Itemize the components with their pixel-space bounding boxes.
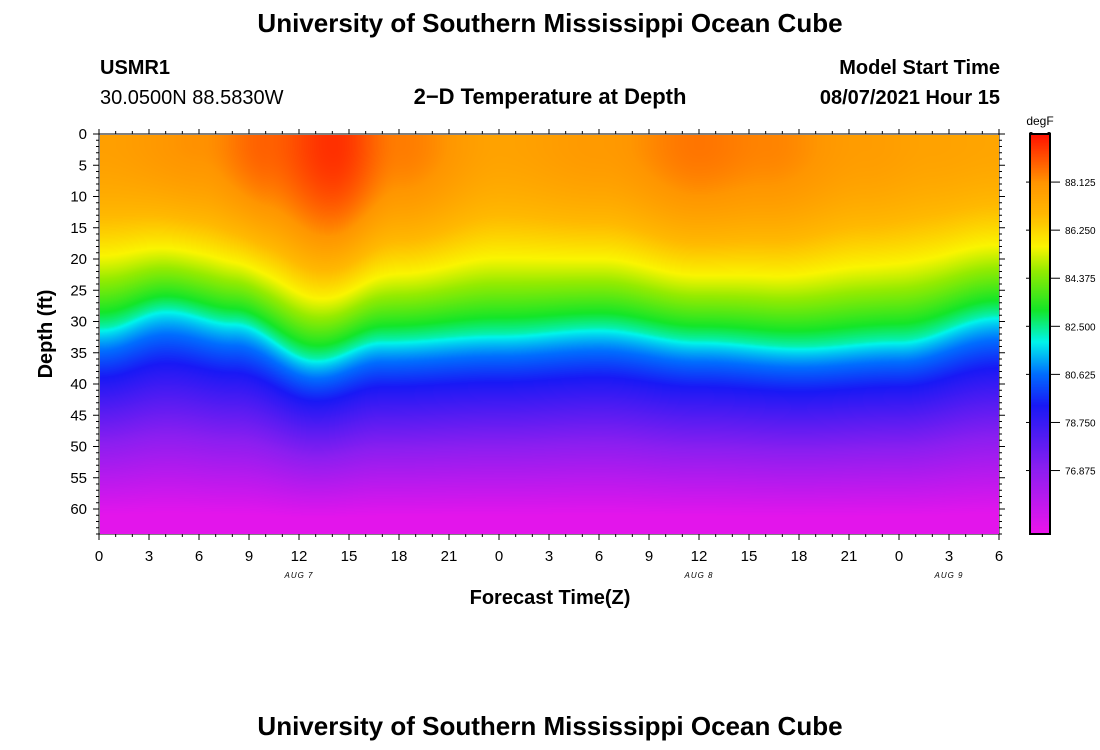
x-tick-label: 18 <box>791 548 808 565</box>
page-title: University of Southern Mississippi Ocean… <box>257 8 843 38</box>
y-tick-label: 5 <box>79 157 87 174</box>
colorbar-unit: degF <box>1026 114 1053 128</box>
colorbar-ticks: 76.875 78.750 80.625 82.500 84.375 86.250 88.1… <box>1026 132 1096 478</box>
y-tick-label: 40 <box>70 376 87 393</box>
station-id: USMR1 <box>100 57 171 79</box>
colorbar-tick-label: 80.625 <box>1065 370 1096 381</box>
x-tick-label: 18 <box>391 548 408 565</box>
footer-title: University of Southern Mississippi Ocean… <box>257 711 843 741</box>
station-coordinates: 30.0500N 88.5830W <box>100 87 284 109</box>
y-tick-label: 20 <box>70 251 87 268</box>
colorbar-tick-label: 76.875 <box>1065 467 1096 478</box>
colorbar-tick-label: 78.750 <box>1065 418 1096 429</box>
colorbar <box>1031 135 1049 533</box>
y-tick-label: 60 <box>70 501 87 518</box>
x-tick-label: 15 <box>741 548 758 565</box>
x-tick-label: 6 <box>595 548 603 565</box>
x-tick-label: 21 <box>841 548 858 565</box>
plot-frame <box>98 133 1000 535</box>
x-tick-label: 0 <box>495 548 503 565</box>
y-tick-label: 45 <box>70 407 87 424</box>
y-tick-label: 30 <box>70 314 87 331</box>
x-tick-label: 12 <box>291 548 308 565</box>
model-start-label: Model Start Time <box>839 57 1000 79</box>
x-tick-label: 9 <box>645 548 653 565</box>
chart-title: 2−D Temperature at Depth <box>413 84 687 109</box>
colorbar-tick-label: 88.125 <box>1065 178 1096 189</box>
x-tick-label: 3 <box>145 548 153 565</box>
x-tick-label: 9 <box>245 548 253 565</box>
y-tick-label: 10 <box>70 189 87 206</box>
y-axis-title: Depth (ft) <box>35 290 57 379</box>
temperature-heatmap <box>100 135 999 534</box>
x-tick-label: 3 <box>945 548 953 565</box>
x-tick-label: 0 <box>895 548 903 565</box>
temperature-depth-chart: 0 3 6 9 12 15 18 21 0 3 6 9 12 15 18 21 0 3 6 AUG 7 AUG 8 AUG… <box>35 114 1096 609</box>
model-start-value: 08/07/2021 Hour 15 <box>819 87 1000 109</box>
y-tick-label: 50 <box>70 439 87 456</box>
y-tick-label: 55 <box>70 470 87 487</box>
y-tick-label: 25 <box>70 282 87 299</box>
date-label: AUG 9 <box>933 571 963 580</box>
x-tick-label: 0 <box>95 548 103 565</box>
x-tick-label: 12 <box>691 548 708 565</box>
colorbar-frame <box>1029 133 1051 535</box>
y-tick-label: 0 <box>79 126 87 143</box>
x-tick-label: 15 <box>341 548 358 565</box>
x-tick-label: 3 <box>545 548 553 565</box>
y-tick-label: 15 <box>70 220 87 237</box>
colorbar-tick-label: 82.500 <box>1065 322 1096 333</box>
date-label: AUG 7 <box>283 571 313 580</box>
x-tick-label: 21 <box>441 548 458 565</box>
y-tick-label: 35 <box>70 345 87 362</box>
x-tick-label: 6 <box>995 548 1003 565</box>
colorbar-tick-label: 86.250 <box>1065 226 1096 237</box>
colorbar-tick-label: 84.375 <box>1065 274 1096 285</box>
date-label: AUG 8 <box>683 571 713 580</box>
x-axis-title: Forecast Time(Z) <box>470 587 631 609</box>
x-tick-label: 6 <box>195 548 203 565</box>
